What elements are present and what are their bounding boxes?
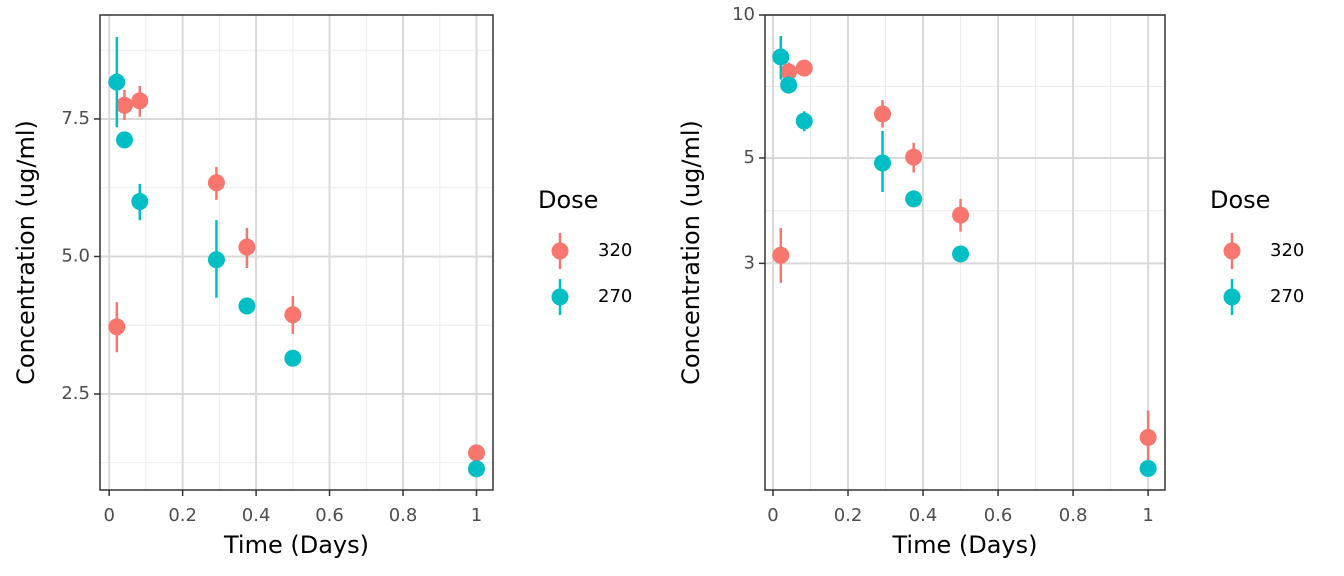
point [238,297,256,315]
legend-key [1223,288,1241,306]
point [874,154,892,172]
point [108,318,126,336]
point [772,246,790,264]
y-axis-title: Concentration (ug/ml) [677,120,705,385]
legend-key [1223,242,1241,260]
point [952,245,970,263]
point [467,444,485,462]
point [780,63,798,81]
point [952,206,970,224]
point [207,174,225,192]
point [131,192,149,210]
legend-label: 320 [598,240,632,261]
point [115,131,133,149]
legend-title: Dose [538,186,598,214]
point [1139,428,1157,446]
point [905,148,923,166]
y-tick-label: 5.0 [61,245,90,266]
legend-title: Dose [1210,186,1270,214]
point [131,92,149,110]
y-tick-label: 10 [732,4,755,25]
panel-background [100,15,493,490]
legend-label: 270 [598,286,632,307]
legend-label: 270 [1270,286,1304,307]
point [108,73,126,91]
y-tick-label: 3 [744,252,755,273]
y-tick-label: 7.5 [61,108,90,129]
x-tick-label: 0.8 [389,505,418,526]
point [874,105,892,123]
x-tick-label: 0.2 [834,505,863,526]
point [238,238,256,256]
x-tick-label: 0.4 [909,505,938,526]
legend-label: 320 [1270,240,1304,261]
point [795,112,813,130]
legend-key [551,242,569,260]
point [1139,459,1157,477]
x-tick-label: 1 [1142,505,1153,526]
point [795,59,813,77]
panel-border [764,14,1166,491]
x-tick-label: 0.6 [315,505,344,526]
legend-key [551,288,569,306]
x-axis-title: Time (Days) [892,531,1038,559]
point [467,460,485,478]
x-tick-label: 1 [471,505,482,526]
y-axis-title: Concentration (ug/ml) [12,120,40,385]
y-tick-label: 2.5 [61,383,90,404]
x-tick-label: 0 [767,505,778,526]
point [780,76,798,94]
point [284,306,302,324]
panel-border [99,14,494,491]
x-tick-label: 0.2 [168,505,197,526]
y-tick-label: 5 [744,147,755,168]
point [284,349,302,367]
point [905,190,923,208]
x-tick-label: 0.6 [984,505,1013,526]
point [115,96,133,114]
x-tick-label: 0.8 [1059,505,1088,526]
x-axis-title: Time (Days) [223,531,369,559]
x-tick-label: 0.4 [242,505,271,526]
point [772,48,790,66]
x-tick-label: 0 [103,505,114,526]
point [207,251,225,269]
